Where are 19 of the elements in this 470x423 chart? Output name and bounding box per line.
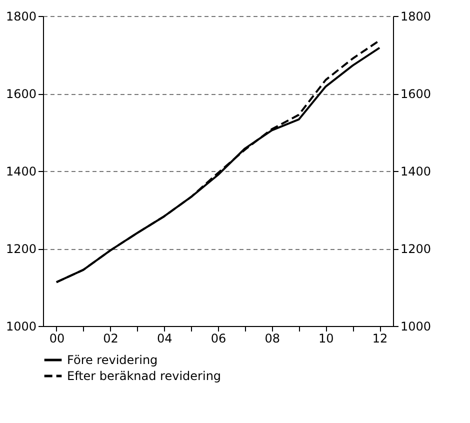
y2-tick-label: 1000	[400, 320, 432, 334]
x-tick-label: 10	[318, 332, 334, 346]
x-tick-label: 04	[157, 332, 172, 346]
x-tick-label: 12	[372, 332, 388, 346]
y2-tick-label: 1200	[400, 242, 432, 256]
y2-tick-label: 1400	[400, 164, 432, 178]
legend-label: Efter beräknad revidering	[67, 369, 222, 383]
y-tick-label: 1800	[6, 10, 36, 24]
y2-tick-label: 1600	[400, 87, 432, 101]
y2-tick-label: 1800	[400, 10, 432, 24]
x-tick-label: 02	[103, 332, 118, 346]
x-tick-label: 08	[264, 332, 280, 346]
y-tick-label: 1200	[6, 242, 36, 256]
legend-label: Före revidering	[67, 353, 158, 367]
x-tick-label: 06	[210, 332, 226, 346]
y-tick-label: 1600	[6, 87, 36, 101]
y-tick-label: 1000	[6, 320, 36, 334]
y-tick-label: 1400	[6, 164, 36, 178]
x-tick-label: 00	[49, 332, 65, 346]
